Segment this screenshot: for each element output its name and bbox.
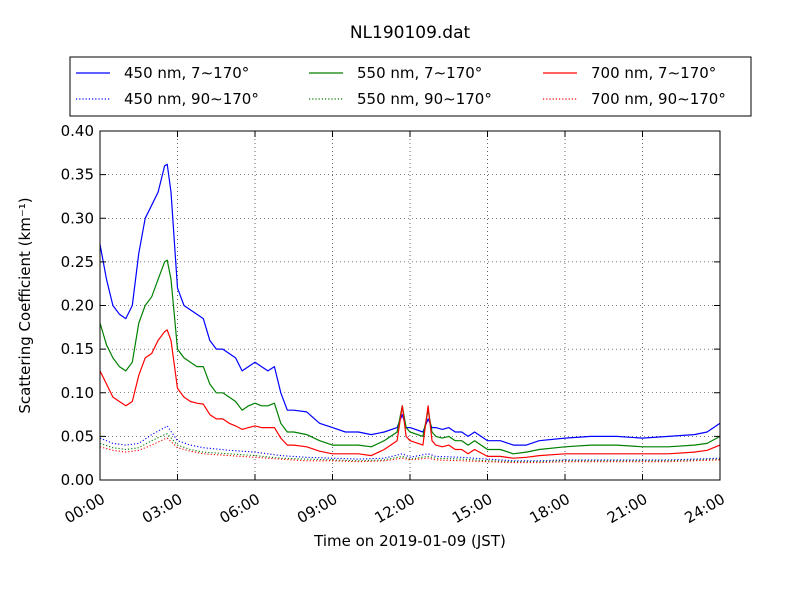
series-line-4 (99, 433, 721, 463)
legend-label: 700 nm, 90∼170° (591, 90, 726, 108)
series-line-2 (99, 329, 721, 459)
y-tick-label: 0.15 (61, 340, 94, 358)
x-tick-label: 12:00 (372, 490, 418, 527)
series-line-5 (99, 437, 721, 464)
x-tick-label: 03:00 (139, 490, 185, 527)
legend-frame (69, 56, 752, 117)
series-line-3 (99, 425, 721, 462)
legend-label: 700 nm, 7∼170° (591, 64, 716, 82)
series-line-1 (99, 259, 721, 455)
y-tick-label: 0.30 (61, 209, 94, 227)
x-axis-label: Time on 2019-01-09 (JST) (313, 532, 506, 550)
y-tick-label: 0.25 (61, 253, 94, 271)
series-line-0 (99, 163, 721, 446)
x-tick-label: 00:00 (62, 490, 108, 527)
legend-label: 550 nm, 7∼170° (357, 64, 482, 82)
x-tick-label: 24:00 (682, 490, 728, 527)
y-tick-label: 0.40 (61, 122, 94, 140)
y-tick-label: 0.35 (61, 166, 94, 184)
legend-label: 550 nm, 90∼170° (357, 90, 492, 108)
x-tick-label: 15:00 (449, 490, 495, 527)
legend-label: 450 nm, 90∼170° (124, 90, 259, 108)
x-tick-label: 06:00 (217, 490, 263, 527)
y-tick-label: 0.05 (61, 427, 94, 445)
x-tick-label: 09:00 (294, 490, 340, 527)
y-tick-label: 0.00 (61, 471, 94, 489)
y-axis-label: Scattering Coefficient (km⁻¹) (16, 197, 34, 413)
y-tick-label: 0.10 (61, 384, 94, 402)
legend-label: 450 nm, 7∼170° (124, 64, 249, 82)
chart-title: NL190109.dat (350, 23, 471, 43)
x-tick-label: 21:00 (604, 490, 650, 527)
legend: 450 nm, 7∼170° 550 nm, 7∼170° 700 nm, 7∼17… (69, 56, 752, 117)
y-tick-label: 0.20 (61, 297, 94, 315)
x-tick-label: 18:00 (527, 490, 573, 527)
